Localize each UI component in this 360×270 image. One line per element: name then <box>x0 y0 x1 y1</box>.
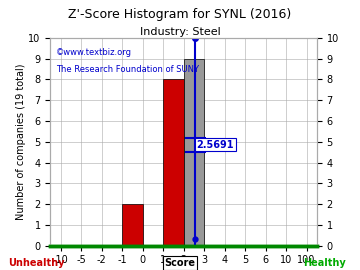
Text: ©www.textbiz.org: ©www.textbiz.org <box>56 48 132 57</box>
Text: The Research Foundation of SUNY: The Research Foundation of SUNY <box>56 65 199 74</box>
Bar <box>122 204 143 246</box>
Text: Z'-Score Histogram for SYNL (2016): Z'-Score Histogram for SYNL (2016) <box>68 8 292 21</box>
Text: Unhealthy: Unhealthy <box>8 258 64 268</box>
Text: Industry: Steel: Industry: Steel <box>140 27 220 37</box>
Text: Score: Score <box>165 258 195 268</box>
Bar <box>184 59 204 246</box>
Y-axis label: Number of companies (19 total): Number of companies (19 total) <box>15 63 26 220</box>
Text: 2.5691: 2.5691 <box>197 140 234 150</box>
Bar <box>163 79 184 246</box>
Text: Healthy: Healthy <box>303 258 345 268</box>
